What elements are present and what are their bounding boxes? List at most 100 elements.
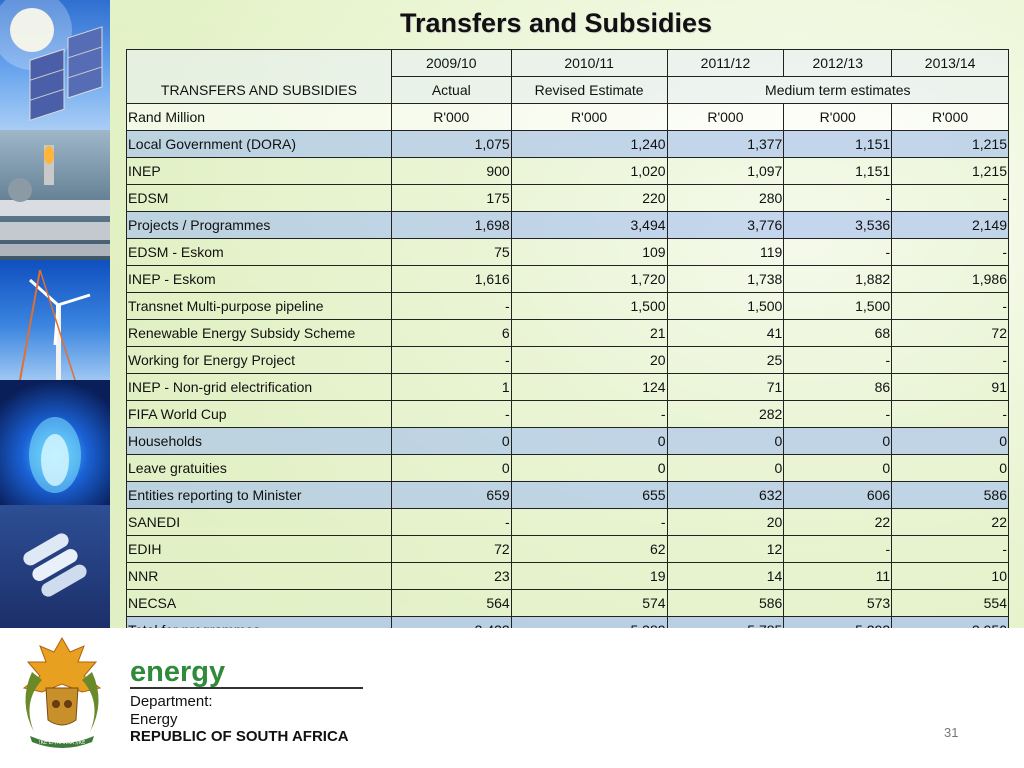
value-cell: 3,536 [783,211,893,239]
value-cell: 1,020 [510,157,668,185]
value-cell: 72 [390,535,512,563]
row-label: EDSM [126,184,392,212]
table-row: Entities reporting to Minister 659 655 632 6… [126,481,1009,509]
footer-area [0,628,1024,768]
value-cell: 282 [666,400,785,428]
value-cell: 586 [891,481,1009,509]
value-cell: 1,500 [510,292,668,320]
unit-label: Rand Million [126,103,392,131]
value-cell: 1,215 [891,130,1009,158]
value-cell: - [390,400,512,428]
value-cell: 606 [783,481,893,509]
value-cell: 1,075 [390,130,512,158]
value-cell: 20 [666,508,785,536]
value-cell: - [510,400,668,428]
value-cell: - [783,184,893,212]
value-cell: 1,240 [510,130,668,158]
unit-row: Rand Million R'000 R'000 R'000 R'000 R'0… [126,103,1009,131]
value-cell: 1,151 [783,130,893,158]
unit-cell: R'000 [510,103,668,131]
table-row: INEP - Eskom 1,616 1,720 1,738 1,882 1,986 [126,265,1009,293]
value-cell: 22 [891,508,1009,536]
value-cell: 0 [390,454,512,482]
value-cell: - [783,535,893,563]
value-cell: 25 [666,346,785,374]
value-cell: 0 [891,454,1009,482]
value-cell: - [390,292,512,320]
row-label: NNR [126,562,392,590]
row-label: Local Government (DORA) [126,130,392,158]
value-cell: - [390,346,512,374]
unit-cell: R'000 [783,103,893,131]
table-row: INEP 900 1,020 1,097 1,151 1,215 [126,157,1009,185]
cfl-bulb-image [0,505,110,628]
value-cell: 655 [510,481,668,509]
table-row: Projects / Programmes 1,698 3,494 3,776 3,53… [126,211,1009,239]
value-cell: 175 [390,184,512,212]
value-cell: 564 [390,589,512,617]
photo-strip [0,0,110,628]
value-cell: 3,494 [510,211,668,239]
year-header: 2011/12 [666,49,785,77]
pipeline-image [0,130,110,260]
value-cell: 1,698 [390,211,512,239]
value-cell: 0 [783,454,893,482]
value-cell: 573 [783,589,893,617]
unit-cell: R'000 [891,103,1009,131]
value-cell: 12 [666,535,785,563]
value-cell: - [783,238,893,266]
value-cell: 0 [783,427,893,455]
row-label: INEP - Eskom [126,265,392,293]
row-label: INEP - Non-grid electrification [126,373,392,401]
row-label: Entities reporting to Minister [126,481,392,509]
row-label: FIFA World Cup [126,400,392,428]
row-label: INEP [126,157,392,185]
value-cell: 1,500 [783,292,893,320]
table-row: EDSM - Eskom 75 109 119- - [126,238,1009,266]
table-row: Local Government (DORA) 1,075 1,240 1,377 1,… [126,130,1009,158]
value-cell: 91 [891,373,1009,401]
value-cell: 72 [891,319,1009,347]
value-cell: - [891,238,1009,266]
value-cell: 71 [666,373,785,401]
value-cell: 586 [666,589,785,617]
value-cell: 1,500 [666,292,785,320]
year-header-row: TRANSFERS AND SUBSIDIES 2009/10 2010/11 … [126,49,1009,104]
coat-of-arms-logo: !KE E: /XARRA //KE [12,632,112,757]
estimate-type: Revised Estimate [510,76,668,104]
value-cell: - [510,508,668,536]
table-row: INEP - Non-grid electrification 1 124 71 86 9… [126,373,1009,401]
row-label: NECSA [126,589,392,617]
year-header: 2009/10 [390,49,512,77]
country-name: REPUBLIC OF SOUTH AFRICA [130,728,349,745]
row-label: Transnet Multi-purpose pipeline [126,292,392,320]
value-cell: 11 [783,562,893,590]
transfers-table: TRANSFERS AND SUBSIDIES 2009/10 2010/11 … [126,49,1010,644]
value-cell: 41 [666,319,785,347]
gas-flame-image [0,380,110,505]
value-cell: 62 [510,535,668,563]
value-cell: 3,776 [666,211,785,239]
table-row: NNR 23 19 14 11 10 [126,562,1009,590]
value-cell: 220 [510,184,668,212]
svg-text:!KE E: /XARRA //KE: !KE E: /XARRA //KE [39,740,86,746]
row-label: Households [126,427,392,455]
unit-cell: R'000 [666,103,785,131]
value-cell: 109 [510,238,668,266]
value-cell: 632 [666,481,785,509]
row-label: Working for Energy Project [126,346,392,374]
value-cell: 280 [666,184,785,212]
estimate-type: Medium term estimates [666,76,1010,104]
value-cell: 1,986 [891,265,1009,293]
table-header-label: TRANSFERS AND SUBSIDIES [126,49,392,104]
value-cell: 574 [510,589,668,617]
table-row: Leave gratuities 0 0 0 0 0 [126,454,1009,482]
row-label: Projects / Programmes [126,211,392,239]
department-name: Energy [130,711,178,728]
value-cell: 554 [891,589,1009,617]
row-label: EDSM - Eskom [126,238,392,266]
year-header: 2010/11 [510,49,668,77]
wind-turbine-image [0,260,110,380]
year-header: 2012/13 [783,49,893,77]
value-cell: 14 [666,562,785,590]
